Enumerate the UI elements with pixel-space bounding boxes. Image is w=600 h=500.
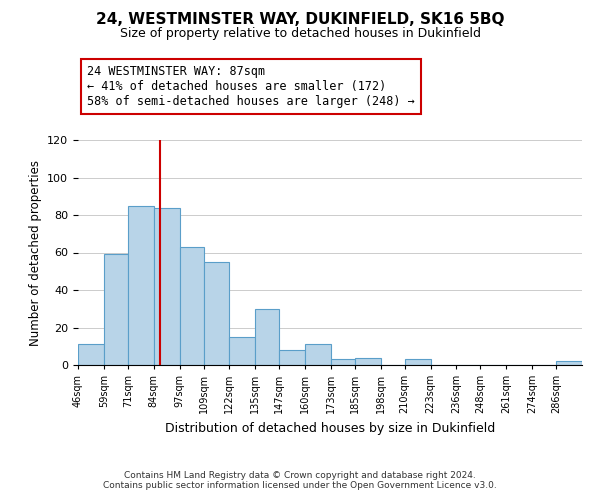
Bar bbox=[305, 344, 331, 365]
Bar bbox=[128, 206, 154, 365]
Bar bbox=[203, 262, 229, 365]
Text: 24, WESTMINSTER WAY, DUKINFIELD, SK16 5BQ: 24, WESTMINSTER WAY, DUKINFIELD, SK16 5B… bbox=[96, 12, 504, 28]
Bar bbox=[331, 360, 355, 365]
Bar bbox=[229, 337, 255, 365]
Text: Contains HM Land Registry data © Crown copyright and database right 2024.
Contai: Contains HM Land Registry data © Crown c… bbox=[103, 470, 497, 490]
Bar bbox=[405, 360, 431, 365]
Bar bbox=[104, 254, 128, 365]
Text: Size of property relative to detached houses in Dukinfield: Size of property relative to detached ho… bbox=[119, 28, 481, 40]
Bar bbox=[279, 350, 305, 365]
X-axis label: Distribution of detached houses by size in Dukinfield: Distribution of detached houses by size … bbox=[165, 422, 495, 434]
Bar bbox=[556, 361, 582, 365]
Y-axis label: Number of detached properties: Number of detached properties bbox=[29, 160, 41, 346]
Bar bbox=[355, 358, 381, 365]
Bar bbox=[154, 208, 179, 365]
Text: 24 WESTMINSTER WAY: 87sqm
← 41% of detached houses are smaller (172)
58% of semi: 24 WESTMINSTER WAY: 87sqm ← 41% of detac… bbox=[87, 65, 415, 108]
Bar bbox=[78, 344, 104, 365]
Bar bbox=[255, 308, 279, 365]
Bar bbox=[179, 247, 203, 365]
